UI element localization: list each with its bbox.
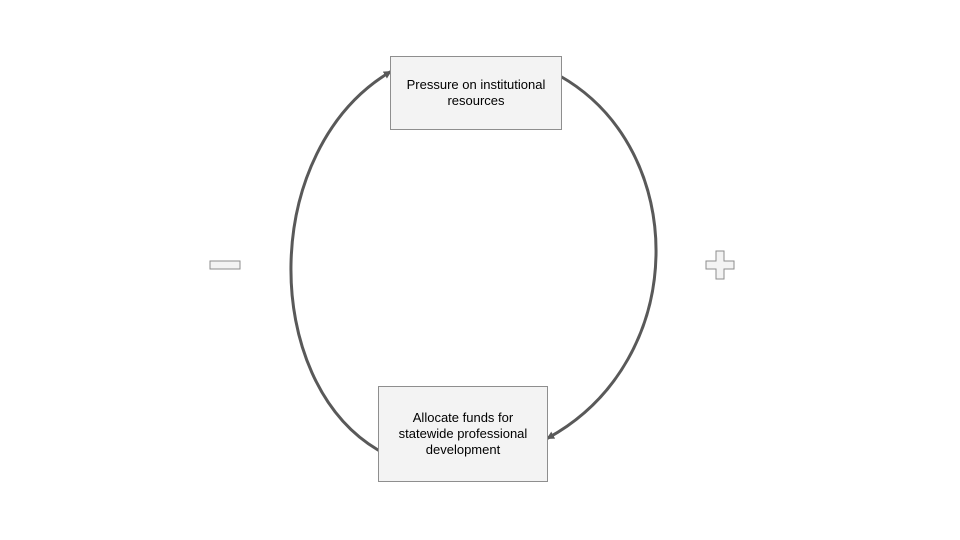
- node-label: Pressure on institutional resources: [399, 77, 553, 110]
- edge-left-arc: [291, 72, 390, 450]
- minus-icon: [210, 261, 240, 269]
- diagram-stage: Pressure on institutional resources Alloc…: [0, 0, 960, 540]
- edge-right-arc: [548, 76, 656, 438]
- node-bottom: Allocate funds for statewide professiona…: [378, 386, 548, 482]
- node-top: Pressure on institutional resources: [390, 56, 562, 130]
- plus-icon: [706, 251, 734, 279]
- node-label: Allocate funds for statewide professiona…: [387, 410, 539, 459]
- symbols-group: [210, 251, 734, 279]
